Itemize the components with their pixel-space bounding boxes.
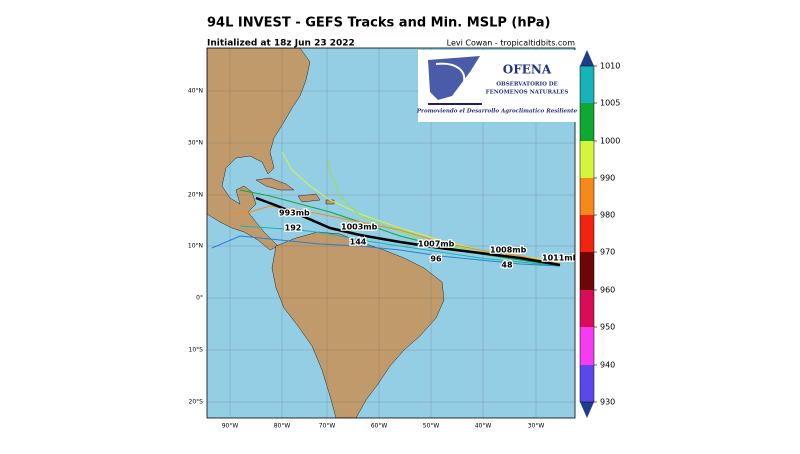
logo: OFENA OBSERVATORIO DE FENOMENOS NATURALE… <box>416 50 578 122</box>
colorbar-label: 930 <box>600 398 615 407</box>
logo-name: OFENA <box>503 63 552 77</box>
track-labels: 993mb 1003mb 1007mb 1008mb 1011mb 192 144 96 48 <box>278 207 579 271</box>
member-track <box>239 225 561 267</box>
colorbar-label: 970 <box>600 248 615 257</box>
lon-labels: 90°W 80°W 70°W 60°W 50°W 40°W 30°W <box>222 423 545 430</box>
member-track <box>211 235 561 267</box>
logo-slogan: Promoviendo el Desarrollo Agroclimatico … <box>416 109 578 115</box>
pressure-label: 1007mb <box>418 240 455 249</box>
member-track <box>239 189 561 267</box>
title: 94L INVEST - GEFS Tracks and Min. MSLP (… <box>207 16 551 31</box>
colorbar-segment <box>580 290 594 327</box>
pressure-label: 1003mb <box>341 223 378 232</box>
map-frame <box>206 47 576 419</box>
colorbar-segment <box>580 141 594 178</box>
hour-label: 48 <box>501 261 513 270</box>
south-america <box>271 231 445 418</box>
lon-label: 70°W <box>319 423 336 430</box>
colorbar-segment <box>580 327 594 365</box>
colorbar-segment <box>580 66 594 103</box>
pressure-label: 993mb <box>279 209 310 218</box>
lon-label: 90°W <box>222 423 239 430</box>
colorbar-segment <box>580 365 594 402</box>
logo-swirl <box>435 62 465 89</box>
lat-labels: 40°N 30°N 20°N 10°N 0° 10°S 20°S <box>188 88 203 406</box>
lat-label: 40°N <box>188 88 203 95</box>
pressure-label: 1011mb <box>542 254 579 263</box>
hour-label: 192 <box>285 224 302 233</box>
lat-label: 20°N <box>188 192 203 199</box>
member-track <box>229 205 561 265</box>
lon-label: 80°W <box>274 423 291 430</box>
hispaniola <box>297 193 335 205</box>
logo-mark <box>428 56 480 100</box>
colorbar-label: 950 <box>600 323 615 332</box>
colorbar: 1010 1005 1000 990 980 970 960 950 940 930 <box>579 50 620 418</box>
lon-label: 40°W <box>475 423 492 430</box>
colorbar-label: 1005 <box>600 99 620 108</box>
mean-track <box>255 196 561 267</box>
graticule <box>207 48 575 418</box>
lon-label: 50°W <box>423 423 440 430</box>
logo-line: OBSERVATORIO DE <box>496 82 557 88</box>
colorbar-frame <box>579 65 595 403</box>
colorbar-label: 990 <box>600 174 615 183</box>
hour-label: 144 <box>350 238 367 247</box>
cuba <box>255 177 295 191</box>
subtitle: Initialized at 18z Jun 23 2022 <box>207 39 355 49</box>
lat-label: 0° <box>196 295 203 302</box>
credit: Levi Cowan - tropicaltidbits.com <box>447 39 576 48</box>
lon-label: 60°W <box>371 423 388 430</box>
logo-line: FENOMENOS NATURALES <box>486 90 569 96</box>
lon-label: 30°W <box>528 423 545 430</box>
colorbar-label: 940 <box>600 361 615 370</box>
colorbar-arrow <box>580 402 594 418</box>
colorbar-segment <box>580 252 594 290</box>
colorbar-segment <box>580 103 594 141</box>
colorbar-segment <box>580 178 594 215</box>
hour-label: 96 <box>430 255 442 264</box>
lat-label: 30°N <box>188 140 203 147</box>
lat-label: 20°S <box>189 399 204 406</box>
colorbar-arrow <box>580 50 594 66</box>
north-america <box>207 48 311 251</box>
colorbar-label: 960 <box>600 286 615 295</box>
lat-label: 10°S <box>189 347 204 354</box>
pressure-label: 1008mb <box>490 246 527 255</box>
colorbar-label: 980 <box>600 211 615 220</box>
colorbar-label: 1010 <box>600 62 620 71</box>
colorbar-segment <box>580 215 594 252</box>
colorbar-label: 1000 <box>600 137 620 146</box>
lat-label: 10°N <box>188 243 203 250</box>
